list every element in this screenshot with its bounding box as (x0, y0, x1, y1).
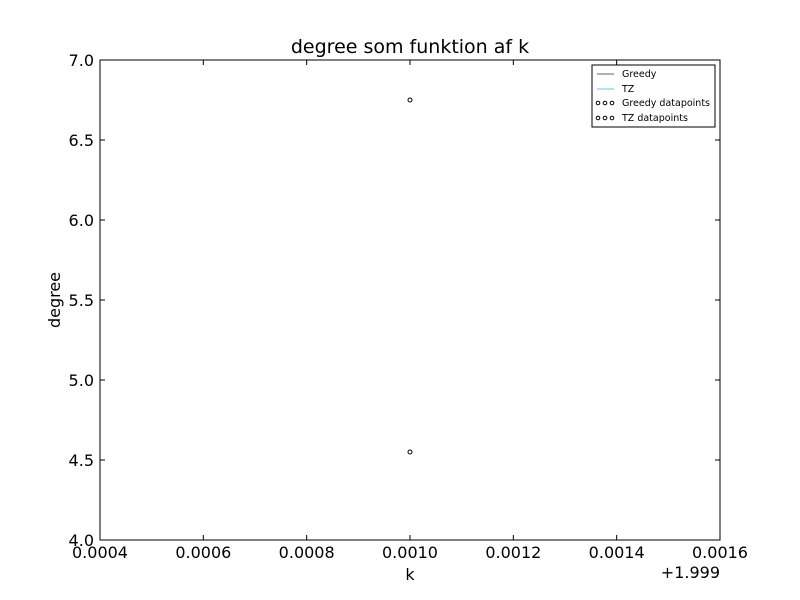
legend-markers-greedy-datapoints (595, 100, 615, 106)
legend: Greedy TZ Greedy datapoints TZ datapoint… (591, 64, 716, 128)
y-tick-label: 6.5 (69, 131, 94, 150)
x-axis: 0.0004 0.0006 0.0008 0.0010 0.0012 0.0014 0.00… (72, 60, 748, 562)
y-tick-label: 4.0 (69, 531, 94, 550)
legend-entry-tz: TZ (597, 84, 635, 95)
y-tick-label: 7.0 (69, 51, 94, 70)
legend-marker (595, 100, 601, 106)
y-tick-label: 5.0 (69, 371, 94, 390)
legend-entry-greedy: Greedy (597, 69, 657, 80)
x-tick-label: 0.0016 (692, 543, 748, 562)
legend-label-greedy-datapoints: Greedy datapoints (622, 98, 710, 109)
x-axis-label: k (405, 565, 415, 584)
plot-area (99, 59, 721, 541)
y-tick-label: 4.5 (69, 451, 94, 470)
y-tick-label: 5.5 (69, 291, 94, 310)
legend-label-tz: TZ (621, 84, 635, 95)
legend-marker (602, 100, 608, 106)
legend-marker (602, 115, 608, 121)
legend-label-tz-datapoints: TZ datapoints (621, 113, 688, 124)
y-axis: 4.0 4.5 5.0 5.5 6.0 6.5 7.0 (69, 51, 720, 550)
x-tick-label: 0.0010 (382, 543, 438, 562)
y-axis-label: degree (45, 272, 64, 328)
legend-marker (595, 115, 601, 121)
legend-label-greedy: Greedy (622, 69, 657, 80)
x-tick-label: 0.0012 (485, 543, 541, 562)
x-tick-label: 0.0006 (175, 543, 231, 562)
data-point-greedy-datapoints (407, 97, 413, 103)
legend-entry-greedy-datapoints: Greedy datapoints (595, 98, 710, 109)
legend-marker (609, 115, 615, 121)
chart-title: degree som funktion af k (291, 36, 529, 58)
data-points (407, 97, 413, 455)
x-tick-label: 0.0008 (279, 543, 335, 562)
x-offset-label: +1.999 (661, 563, 720, 582)
data-point-tz-datapoints (407, 449, 413, 455)
legend-marker (609, 100, 615, 106)
x-tick-label: 0.0004 (72, 543, 128, 562)
x-tick-label: 0.0014 (589, 543, 645, 562)
y-tick-label: 6.0 (69, 211, 94, 230)
legend-entry-tz-datapoints: TZ datapoints (595, 113, 688, 124)
legend-markers-tz-datapoints (595, 115, 615, 121)
